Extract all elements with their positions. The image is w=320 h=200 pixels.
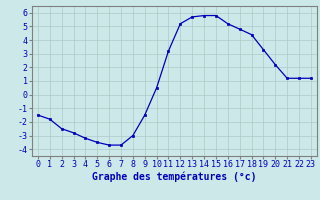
X-axis label: Graphe des températures (°c): Graphe des températures (°c) [92, 172, 257, 182]
